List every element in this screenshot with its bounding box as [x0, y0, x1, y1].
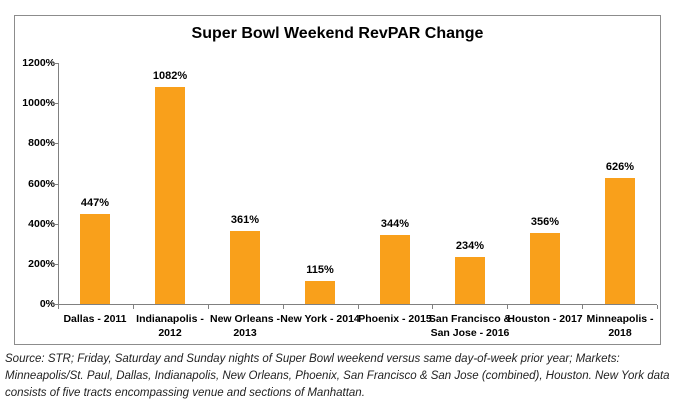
y-axis-tick-mark — [54, 224, 58, 225]
y-axis-tick-label: 0% — [39, 298, 55, 310]
x-axis-tick-mark — [432, 305, 433, 309]
category-label-line: New York - 2014 — [280, 313, 360, 325]
y-axis-tick-label: 1000% — [22, 97, 55, 110]
category-label-line: Houston - 2017 — [507, 313, 583, 325]
bar — [380, 235, 410, 304]
bar — [530, 233, 560, 304]
x-axis-tick-mark — [133, 305, 134, 309]
category-label: New Orleans - 2013 — [198, 312, 292, 340]
y-axis-tick-label: 400% — [28, 217, 55, 230]
category-label-line: Indianapolis - — [136, 313, 204, 325]
category-label-line: New Orleans - — [209, 313, 281, 325]
bar-value-label: 234% — [455, 240, 485, 252]
bar-value-label: 361% — [230, 214, 260, 226]
category-label-line: 2018 — [608, 327, 632, 339]
chart-title: Super Bowl Weekend RevPAR Change — [191, 25, 484, 42]
x-axis-tick-mark — [358, 305, 359, 309]
y-axis-tick-label: 200% — [28, 257, 55, 270]
y-axis-tick-label: 1200% — [22, 57, 55, 69]
y-axis-tick-mark — [54, 143, 58, 144]
bar-value-label: 447% — [80, 197, 110, 209]
category-label: New York - 2014 — [273, 312, 367, 326]
x-axis-tick-mark — [58, 305, 59, 309]
category-label: Indianapolis - 2012 — [123, 312, 217, 340]
y-axis-tick-mark — [54, 264, 58, 265]
bar — [305, 281, 335, 304]
category-label-line: Minneapolis - — [586, 313, 654, 325]
bar-value-label: 115% — [306, 264, 334, 276]
y-axis-tick-mark — [54, 304, 58, 305]
category-label: Minneapolis - 2018 — [573, 312, 667, 340]
bar — [455, 257, 485, 304]
y-axis-tick-mark — [54, 184, 58, 185]
bar-value-label: 626% — [605, 161, 635, 173]
source-note: Source: STR; Friday, Saturday and Sunday… — [5, 353, 670, 399]
x-axis-tick-mark — [582, 305, 583, 309]
y-axis-tick-label: 600% — [28, 177, 55, 190]
category-label: Houston - 2017 — [498, 312, 592, 326]
y-axis-tick-mark — [54, 63, 58, 64]
category-label-line: San Francisco & — [428, 313, 512, 325]
x-axis-tick-mark — [208, 305, 209, 309]
category-label-line: Phoenix - 2015 — [358, 313, 432, 325]
x-axis-tick-mark — [283, 305, 284, 309]
bar-value-label: 344% — [380, 218, 410, 230]
bar — [605, 178, 635, 304]
chart-box: Super Bowl Weekend RevPAR Change 0% 200% 4… — [14, 15, 661, 345]
x-axis-line — [58, 304, 657, 305]
y-axis-tick-mark — [54, 103, 58, 104]
bar — [230, 231, 260, 304]
category-label-line: 2012 — [158, 327, 182, 339]
x-axis-tick-mark — [657, 305, 658, 309]
x-axis-tick-mark — [507, 305, 508, 309]
bar-value-label: 1082% — [152, 70, 188, 82]
y-axis-line — [58, 63, 59, 305]
category-label-line: San Jose - 2016 — [430, 327, 510, 339]
category-label: San Francisco & San Jose - 2016 — [423, 312, 517, 340]
category-label: Phoenix - 2015 — [348, 312, 442, 326]
y-axis-tick-label: 800% — [28, 137, 55, 150]
bar — [155, 87, 185, 304]
category-label-line: Dallas - 2011 — [63, 313, 127, 325]
category-label: Dallas - 2011 — [48, 312, 142, 326]
category-label-line: 2013 — [233, 327, 257, 339]
bar — [80, 214, 110, 304]
bar-value-label: 356% — [530, 216, 560, 228]
